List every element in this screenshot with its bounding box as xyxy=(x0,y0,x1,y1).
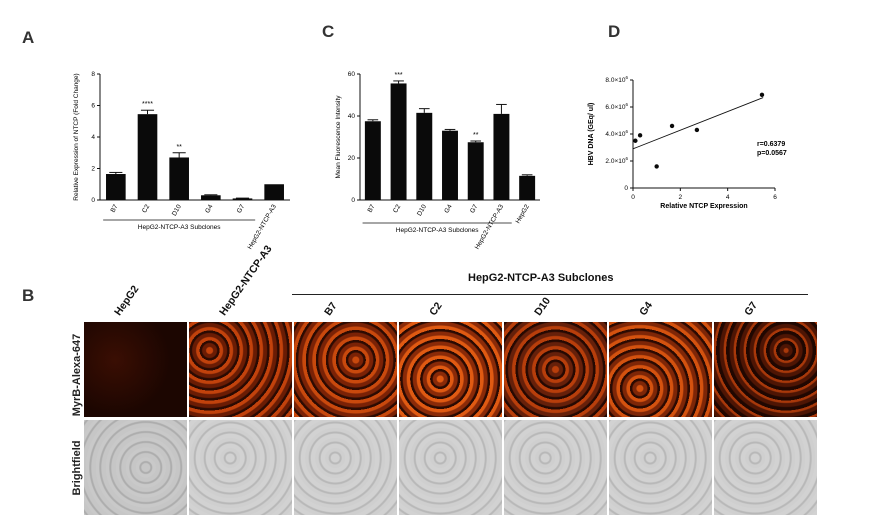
fluorescence-image-hepg2 xyxy=(84,322,187,417)
bar-c2 xyxy=(390,83,407,200)
data-point xyxy=(654,164,659,169)
column-label-d10: D10 xyxy=(532,295,554,318)
panel-letter-c: C xyxy=(322,22,335,41)
x-axis-label: Relative NTCP Expression xyxy=(660,203,747,210)
brightfield-image-g4 xyxy=(609,420,712,515)
bar-b7 xyxy=(106,174,126,200)
bar-g7 xyxy=(232,198,253,200)
significance-mark: ** xyxy=(473,132,479,139)
y-tick-label: 40 xyxy=(348,113,356,120)
column-label-b7: B7 xyxy=(322,300,340,318)
panel-letter-d: D xyxy=(608,22,621,41)
y-tick-label: 6 xyxy=(91,103,95,110)
bar-g4 xyxy=(442,130,458,200)
bar-hepg2 xyxy=(519,175,536,200)
y-tick-label: 2 xyxy=(91,166,95,173)
x-tick-label: B7 xyxy=(110,203,120,214)
y-tick-label: 60 xyxy=(348,71,356,78)
data-point xyxy=(694,127,700,133)
x-tick-label: B7 xyxy=(367,203,377,214)
x-tick-label: C2 xyxy=(141,203,151,214)
y-tick-label: 0 xyxy=(351,197,355,204)
bar-c2 xyxy=(137,114,158,200)
regression-line xyxy=(632,97,764,150)
bar-g4 xyxy=(201,195,221,200)
brightfield-image-hepg2-ntcp-a3 xyxy=(189,420,292,515)
group-label: HepG2-NTCP-A3 Subclones xyxy=(396,227,479,234)
microscopy-group-label: HepG2-NTCP-A3 Subclones xyxy=(468,272,614,284)
column-label-hepg2: HepG2 xyxy=(112,283,142,318)
y-tick-label: 8.0×106 xyxy=(605,75,628,84)
x-tick-label: 6 xyxy=(773,194,777,201)
x-tick-label: HepG2-NTCP-A3 xyxy=(247,203,279,251)
y-tick-label: 4 xyxy=(91,134,95,141)
panel-letter-a: A xyxy=(22,28,35,47)
fluorescence-image-g4 xyxy=(609,322,712,417)
microscopy-group-bracket xyxy=(292,294,808,295)
bar-d10 xyxy=(416,112,433,200)
correlation-r: r=0.6379 xyxy=(757,141,785,148)
fluorescence-image-hepg2-ntcp-a3 xyxy=(189,322,292,417)
column-label-g7: G7 xyxy=(742,299,761,318)
brightfield-image-d10 xyxy=(504,420,607,515)
x-tick-label: HepG2 xyxy=(515,203,532,225)
fluorescence-image-b7 xyxy=(294,322,397,417)
y-axis-label: Mean Fluorescence Intensity xyxy=(335,95,342,179)
y-tick-label: 8 xyxy=(91,71,95,78)
bar-g7 xyxy=(467,142,484,200)
y-tick-label: 2.0×106 xyxy=(605,156,628,165)
x-tick-label: D10 xyxy=(171,203,183,217)
significance-mark: **** xyxy=(142,101,153,108)
row-label-brightfield: Brightfield xyxy=(71,440,83,496)
x-tick-label: C2 xyxy=(392,203,402,214)
bar-hepg2-ntcp-a3 xyxy=(493,113,510,200)
y-tick-label: 0 xyxy=(91,197,95,204)
fluorescence-image-g7 xyxy=(714,322,817,417)
column-label-c2: C2 xyxy=(427,300,445,318)
y-axis-label: HBV DNA (GEq/ ul) xyxy=(588,103,595,166)
brightfield-image-b7 xyxy=(294,420,397,515)
y-tick-label: 20 xyxy=(348,155,356,162)
chart-a-nctp-expression: 0 2 4 6 8 B7 **** C2 ** D10 G4 G7 HepG2-NTCP-A3 Relat… xyxy=(73,71,290,251)
panel-letter-b: B xyxy=(22,286,35,305)
x-tick-label: G4 xyxy=(443,203,454,214)
y-tick-label: 0 xyxy=(624,185,628,192)
brightfield-image-c2 xyxy=(399,420,502,515)
bar-d10 xyxy=(169,157,189,200)
data-point xyxy=(633,138,638,143)
bar-b7 xyxy=(364,121,381,200)
data-point xyxy=(759,92,765,98)
x-tick-label: G4 xyxy=(204,203,215,214)
x-tick-label: 0 xyxy=(631,194,635,201)
x-tick-label: G7 xyxy=(469,203,480,214)
correlation-p: p=0.0567 xyxy=(757,150,787,157)
fluorescence-image-c2 xyxy=(399,322,502,417)
significance-mark: ** xyxy=(176,144,182,151)
data-point xyxy=(637,133,643,138)
bar-hepg2-ntcp-a3 xyxy=(264,184,284,200)
fluorescence-image-d10 xyxy=(504,322,607,417)
x-tick-label: 2 xyxy=(679,194,683,201)
x-tick-label: D10 xyxy=(416,203,428,217)
x-tick-label: G7 xyxy=(236,203,247,214)
column-label-g4: G4 xyxy=(637,299,656,318)
y-axis-label: Relative Expression of NTCP (Fold Change… xyxy=(73,73,80,200)
y-tick-label: 4.0×106 xyxy=(605,129,628,138)
brightfield-image-g7 xyxy=(714,420,817,515)
x-tick-label: HepG2-NTCP-A3 xyxy=(474,203,506,251)
significance-mark: *** xyxy=(394,72,402,79)
group-label: HepG2-NTCP-A3 Subclones xyxy=(138,224,221,231)
y-tick-label: 6.0×106 xyxy=(605,102,628,111)
brightfield-image-hepg2 xyxy=(84,420,187,515)
chart-d-hbv-dna-scatter: 0 2.0×106 4.0×106 6.0×106 8.0×106 0 2 4 6 Relativ… xyxy=(588,75,787,210)
x-tick-label: 4 xyxy=(726,194,730,201)
data-point xyxy=(669,123,675,129)
